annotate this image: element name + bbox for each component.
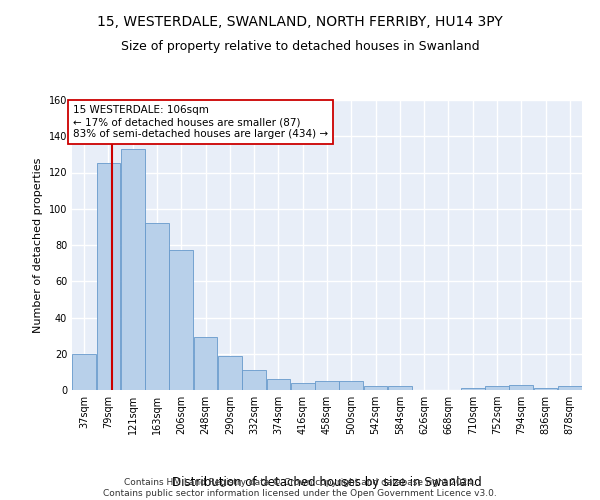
Bar — [558, 386, 582, 390]
Bar — [169, 250, 193, 390]
Text: Size of property relative to detached houses in Swanland: Size of property relative to detached ho… — [121, 40, 479, 53]
Text: 15 WESTERDALE: 106sqm
← 17% of detached houses are smaller (87)
83% of semi-deta: 15 WESTERDALE: 106sqm ← 17% of detached … — [73, 106, 328, 138]
Bar — [364, 386, 388, 390]
Bar — [242, 370, 266, 390]
Bar — [485, 386, 509, 390]
Bar — [291, 383, 314, 390]
Text: Contains HM Land Registry data © Crown copyright and database right 2024.
Contai: Contains HM Land Registry data © Crown c… — [103, 478, 497, 498]
Bar — [509, 384, 533, 390]
Bar — [121, 149, 145, 390]
Bar — [145, 223, 169, 390]
Bar — [340, 381, 363, 390]
Bar — [533, 388, 557, 390]
Y-axis label: Number of detached properties: Number of detached properties — [33, 158, 43, 332]
Bar — [388, 386, 412, 390]
Bar — [72, 354, 96, 390]
Bar — [194, 338, 217, 390]
Bar — [97, 164, 121, 390]
Text: 15, WESTERDALE, SWANLAND, NORTH FERRIBY, HU14 3PY: 15, WESTERDALE, SWANLAND, NORTH FERRIBY,… — [97, 15, 503, 29]
Bar — [266, 379, 290, 390]
X-axis label: Distribution of detached houses by size in Swanland: Distribution of detached houses by size … — [172, 476, 482, 489]
Bar — [218, 356, 242, 390]
Bar — [315, 381, 339, 390]
Bar — [461, 388, 485, 390]
